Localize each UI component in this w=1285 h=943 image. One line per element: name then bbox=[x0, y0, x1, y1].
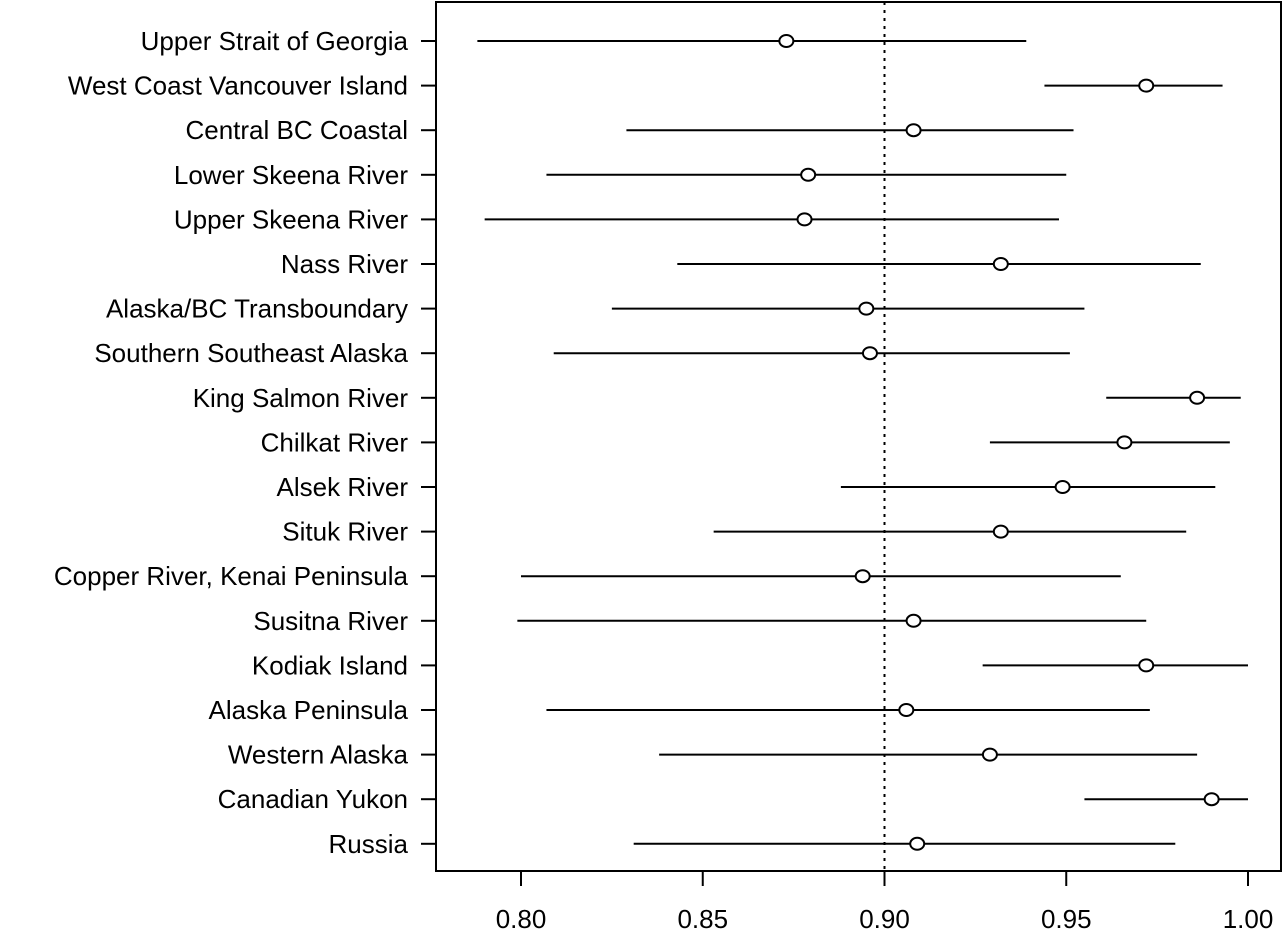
point-7 bbox=[861, 346, 878, 361]
category-label-2: Central BC Coastal bbox=[185, 115, 408, 145]
category-label-15: Alaska Peninsula bbox=[209, 695, 409, 725]
category-label-17: Canadian Yukon bbox=[218, 784, 408, 814]
point-18 bbox=[909, 836, 926, 851]
point-1 bbox=[1138, 78, 1155, 93]
category-label-13: Susitna River bbox=[253, 606, 408, 636]
category-label-7: Southern Southeast Alaska bbox=[94, 338, 408, 368]
category-label-5: Nass River bbox=[281, 249, 408, 279]
category-label-12: Copper River, Kenai Peninsula bbox=[54, 561, 409, 591]
point-17 bbox=[1203, 792, 1220, 807]
category-label-8: King Salmon River bbox=[193, 383, 409, 413]
x-axis: 0.80 0.85 0.90 0.95 1.00 bbox=[496, 871, 1274, 934]
category-label-1: West Coast Vancouver Island bbox=[68, 71, 408, 101]
x-tick-label-1: 0.85 bbox=[677, 904, 728, 934]
point-9 bbox=[1116, 435, 1133, 450]
category-label-18: Russia bbox=[329, 829, 409, 859]
plot-frame bbox=[435, 1, 1282, 872]
point-5 bbox=[992, 257, 1009, 271]
category-label-6: Alaska/BC Transboundary bbox=[106, 294, 408, 324]
x-tick-label-4: 1.00 bbox=[1223, 904, 1274, 934]
point-16 bbox=[981, 747, 998, 762]
category-label-16: Western Alaska bbox=[228, 740, 409, 770]
interval-series bbox=[477, 40, 1248, 845]
point-4 bbox=[796, 212, 813, 227]
point-15 bbox=[898, 703, 915, 717]
category-label-14: Kodiak Island bbox=[252, 650, 408, 680]
point-8 bbox=[1189, 390, 1206, 405]
point-13 bbox=[905, 613, 922, 628]
point-0 bbox=[778, 34, 795, 48]
point-2 bbox=[905, 123, 922, 138]
point-12 bbox=[854, 569, 871, 584]
category-label-10: Alsek River bbox=[277, 472, 409, 502]
x-tick-label-2: 0.90 bbox=[859, 904, 910, 934]
point-3 bbox=[800, 167, 817, 182]
point-series bbox=[778, 34, 1220, 851]
category-label-0: Upper Strait of Georgia bbox=[141, 26, 409, 56]
x-tick-label-3: 0.95 bbox=[1041, 904, 1092, 934]
y-axis: Upper Strait of Georgia West Coast Vancou… bbox=[54, 26, 436, 859]
x-tick-label-0: 0.80 bbox=[496, 904, 547, 934]
point-11 bbox=[992, 524, 1009, 539]
point-10 bbox=[1054, 480, 1071, 494]
point-6 bbox=[858, 301, 875, 316]
category-label-11: Situk River bbox=[282, 517, 408, 547]
category-label-9: Chilkat River bbox=[261, 427, 409, 457]
category-label-4: Upper Skeena River bbox=[174, 204, 408, 234]
category-label-3: Lower Skeena River bbox=[174, 160, 408, 190]
point-14 bbox=[1138, 658, 1155, 673]
